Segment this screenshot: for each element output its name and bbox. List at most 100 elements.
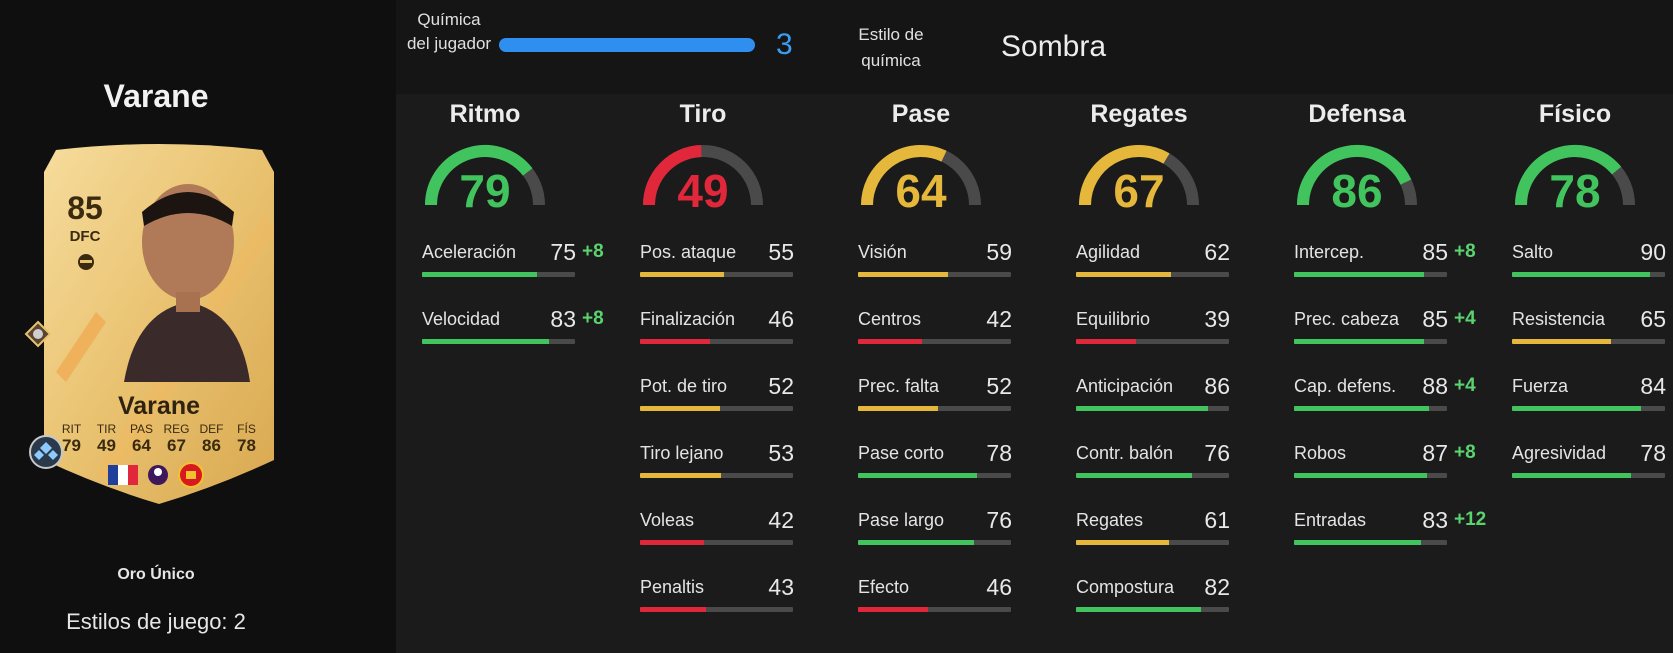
stat-bar-fill (640, 540, 705, 545)
stat-row[interactable]: Voleas 42 (640, 507, 840, 577)
stat-name: Contr. balón (1076, 443, 1174, 463)
stat-row[interactable]: Agresividad 78 (1512, 440, 1673, 510)
gauge-fill (1297, 145, 1412, 206)
stat-row[interactable]: Robos 87 +8 (1294, 440, 1494, 510)
stat-row[interactable]: Pase largo 76 (858, 507, 1058, 577)
stat-bar-fill (640, 406, 720, 411)
stat-name: Pos. ataque (640, 242, 737, 262)
stat-bar-track (640, 272, 793, 277)
gauge-fill (1515, 145, 1622, 206)
stat-bar-fill (640, 473, 722, 478)
gauge-fill (861, 145, 947, 206)
stat-bar-track (1294, 339, 1447, 344)
stat-bonus: +8 (1454, 442, 1476, 463)
card-position: DFC (69, 228, 101, 245)
stat-bar-fill (858, 272, 949, 277)
stat-name: Compostura (1076, 577, 1175, 597)
stat-bar-fill (1512, 473, 1632, 478)
player-name: Varane (103, 78, 209, 114)
playstyle-plus-icon (29, 435, 63, 469)
stat-row[interactable]: Intercep. 85 +8 (1294, 239, 1494, 309)
stat-value: 46 (986, 574, 1012, 600)
card-stat-tir: TIR 49 (96, 422, 117, 455)
stat-name: Pase corto (858, 443, 945, 463)
category-title: Ritmo (449, 100, 521, 128)
chemistry-style-value[interactable]: Sombra (1001, 30, 1107, 63)
stat-bar-fill (1294, 339, 1425, 344)
stat-row[interactable]: Cap. defens. 88 +4 (1294, 373, 1494, 443)
card-background (44, 144, 274, 504)
player-chemistry-label: Química del jugador (406, 10, 492, 53)
category-gauge (1297, 145, 1417, 206)
stat-value: 82 (1204, 574, 1230, 600)
stat-row[interactable]: Efecto 46 (858, 574, 1058, 644)
category-gauge (1079, 145, 1199, 206)
category-title: Regates (1090, 100, 1188, 128)
stat-row[interactable]: Finalización 46 (640, 306, 840, 376)
stat-row[interactable]: Pos. ataque 55 (640, 239, 840, 309)
stat-bar-track (858, 473, 1011, 478)
france-flag-icon (108, 465, 138, 485)
stat-row[interactable]: Equilibrio 39 (1076, 306, 1276, 376)
player-card[interactable]: 85 DFC Varane RIT 79 TIR 49 PAS 64 REG 67 DE… (24, 142, 282, 504)
raccoon-badge-icon (24, 320, 52, 348)
stat-row[interactable]: Pot. de tiro 52 (640, 373, 840, 443)
stat-row[interactable]: Anticipación 86 (1076, 373, 1276, 443)
player-chemistry-bar (499, 38, 755, 52)
stat-value: 55 (768, 239, 794, 265)
category-value: 86 (1331, 165, 1383, 217)
stat-row[interactable]: Salto 90 (1512, 239, 1673, 309)
stat-row[interactable]: Compostura 82 (1076, 574, 1276, 644)
stat-name: Resistencia (1512, 309, 1606, 329)
stat-bar-fill (1294, 406, 1429, 411)
stat-row[interactable]: Entradas 83 +12 (1294, 507, 1494, 577)
stat-value: 87 (1422, 440, 1448, 466)
stat-name: Salto (1512, 242, 1554, 262)
stat-bonus: +4 (1454, 308, 1476, 329)
stat-row[interactable]: Aceleración 75 +8 (422, 239, 622, 309)
stat-name: Agilidad (1076, 242, 1141, 262)
stat-row[interactable]: Centros 42 (858, 306, 1058, 376)
stat-value: 76 (986, 507, 1012, 533)
stat-bar-fill (1076, 473, 1193, 478)
stat-name: Pot. de tiro (640, 376, 728, 396)
stat-row[interactable]: Agilidad 62 (1076, 239, 1276, 309)
stat-row[interactable]: Regates 61 (1076, 507, 1276, 577)
category-value: 79 (459, 165, 511, 217)
stat-name: Visión (858, 242, 907, 262)
stat-value: 52 (986, 373, 1012, 399)
stat-row[interactable]: Velocidad 83 +8 (422, 306, 622, 376)
player-card-panel: Varane 85 DFC (0, 0, 396, 653)
stat-value: 90 (1640, 239, 1666, 265)
stat-row[interactable]: Penaltis 43 (640, 574, 840, 644)
stat-value: 65 (1640, 306, 1666, 332)
stat-bar-track (858, 607, 1011, 612)
card-affiliations (108, 462, 204, 488)
playstyles-count: Estilos de juego: 2 (66, 609, 246, 634)
stat-row[interactable]: Pase corto 78 (858, 440, 1058, 510)
stat-name: Robos (1294, 443, 1347, 463)
stat-row[interactable]: Prec. cabeza 85 +4 (1294, 306, 1494, 376)
stat-bar-track (640, 473, 793, 478)
stat-row[interactable]: Resistencia 65 (1512, 306, 1673, 376)
stat-bar-track (422, 272, 575, 277)
stat-bar-track (1512, 339, 1665, 344)
stat-value: 42 (768, 507, 794, 533)
stat-name: Aceleración (422, 242, 517, 262)
stat-row[interactable]: Prec. falta 52 (858, 373, 1058, 443)
stat-row[interactable]: Visión 59 (858, 239, 1058, 309)
stat-row[interactable]: Fuerza 84 (1512, 373, 1673, 443)
stat-row[interactable]: Tiro lejano 53 (640, 440, 840, 510)
stat-bar-fill (1076, 272, 1171, 277)
stat-value: 83 (550, 306, 576, 332)
stat-value: 39 (1204, 306, 1230, 332)
stat-value: 53 (768, 440, 794, 466)
stat-value: 62 (1204, 239, 1230, 265)
stat-bar-fill (1076, 607, 1202, 612)
stat-row[interactable]: Contr. balón 76 (1076, 440, 1276, 510)
stat-bar-track (422, 339, 575, 344)
gauge-fill (1079, 145, 1170, 206)
stat-bonus: +12 (1454, 509, 1487, 530)
card-stat-rit: RIT 79 (61, 422, 82, 455)
category-gauge (861, 145, 981, 206)
